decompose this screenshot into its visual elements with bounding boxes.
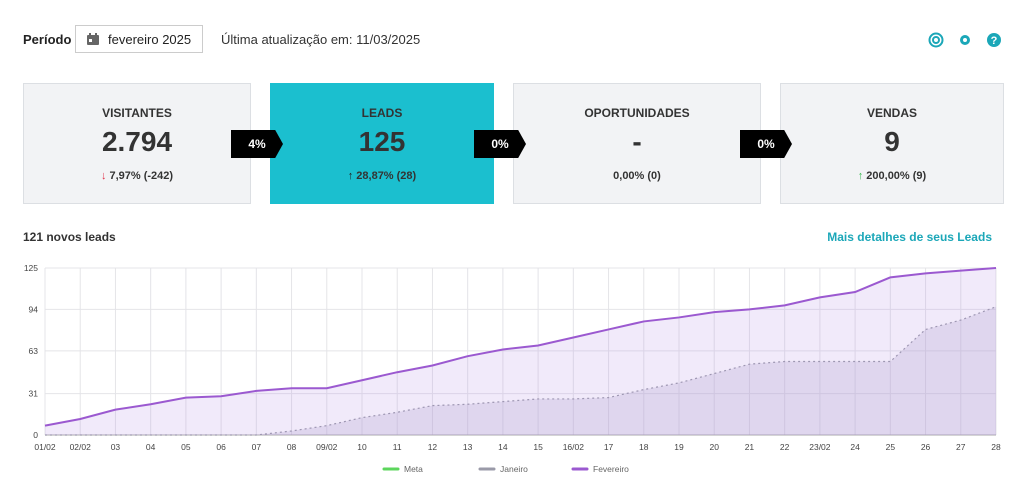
- x-tick-label: 04: [146, 442, 156, 452]
- kpi-card[interactable]: VISITANTES 2.794 ↓ 7,97% (-242): [23, 83, 251, 204]
- period-label: Período: [23, 32, 72, 47]
- y-tick-label: 125: [24, 263, 38, 273]
- svg-text:?: ?: [991, 35, 998, 47]
- kpi-title: VISITANTES: [102, 106, 172, 120]
- kpi-title: VENDAS: [866, 106, 917, 120]
- x-tick-label: 16/02: [563, 442, 585, 452]
- change-text: 200,00% (9): [866, 170, 927, 182]
- period-value: fevereiro 2025: [108, 32, 192, 47]
- kpi-card[interactable]: LEADS 125 ↑ 28,87% (28): [270, 83, 494, 204]
- series-line: [44, 267, 997, 427]
- y-tick-label: 94: [29, 304, 39, 314]
- kpi-title: OPORTUNIDADES: [584, 106, 690, 120]
- trend-arrow: ↓: [100, 170, 107, 182]
- toolbar-icons: ?: [928, 32, 1001, 48]
- kpi-card[interactable]: OPORTUNIDADES - 0,00% (0): [513, 83, 761, 204]
- x-tick-label: 26: [921, 442, 931, 452]
- trend-arrow: ↑: [347, 170, 354, 182]
- kpi-change: ↑ 200,00% (9): [781, 170, 1003, 182]
- x-tick-label: 01/02: [34, 442, 56, 452]
- x-tick-label: 09/02: [316, 442, 338, 452]
- settings-icon[interactable]: [960, 35, 970, 45]
- change-text: 7,97% (-242): [109, 170, 174, 182]
- chart-title: 121 novos leads: [23, 230, 116, 244]
- x-tick-label: 08: [287, 442, 297, 452]
- area-fill: [45, 306, 996, 435]
- chart: 121 novos leads Mais detalhes de seus Lea…: [23, 230, 1001, 474]
- kpi-change: ↑ 28,87% (28): [271, 170, 493, 182]
- trend-arrow: ↑: [857, 170, 864, 182]
- x-tick-label: 22: [780, 442, 790, 452]
- x-tick-label: 28: [991, 442, 1001, 452]
- kpi-change: 0,00% (0): [514, 170, 760, 182]
- y-tick-label: 63: [29, 346, 39, 356]
- help-icon[interactable]: ?: [987, 33, 1001, 47]
- conversion-badge: 0%: [740, 130, 792, 158]
- change-text: 28,87% (28): [356, 170, 417, 182]
- kpi-value: 125: [358, 126, 406, 157]
- x-tick-label: 12: [428, 442, 438, 452]
- calendar-icon: [87, 33, 99, 45]
- conversion-badge: 4%: [231, 130, 283, 158]
- updated-text: Última atualização em: 11/03/2025: [221, 32, 421, 47]
- kpi-title: LEADS: [361, 106, 403, 120]
- x-tick-label: 18: [639, 442, 649, 452]
- x-tick-label: 06: [216, 442, 226, 452]
- x-tick-label: 25: [886, 442, 896, 452]
- x-tick-label: 19: [674, 442, 684, 452]
- x-tick-label: 07: [252, 442, 262, 452]
- area-fill: [45, 268, 996, 435]
- x-tick-label: 14: [498, 442, 508, 452]
- x-tick-label: 03: [111, 442, 121, 452]
- x-tick-label: 13: [463, 442, 473, 452]
- x-tick-label: 27: [956, 442, 966, 452]
- x-tick-label: 02/02: [70, 442, 92, 452]
- details-link[interactable]: Mais detalhes de seus Leads: [827, 230, 992, 244]
- kpi-value: -: [632, 126, 642, 157]
- x-tick-label: 20: [709, 442, 719, 452]
- y-tick-label: 31: [29, 389, 39, 399]
- change-text: 0,00% (0): [613, 170, 661, 182]
- x-tick-label: 17: [604, 442, 614, 452]
- x-tick-label: 23/02: [809, 442, 831, 452]
- legend-label: Meta: [404, 464, 423, 474]
- legend-label: Janeiro: [500, 464, 528, 474]
- x-tick-label: 10: [357, 442, 367, 452]
- x-tick-label: 24: [850, 442, 860, 452]
- kpi-value: 2.794: [101, 126, 173, 157]
- legend-label: Fevereiro: [593, 464, 629, 474]
- x-tick-label: 15: [533, 442, 543, 452]
- period-picker[interactable]: fevereiro 2025: [75, 25, 203, 53]
- x-tick-label: 21: [745, 442, 755, 452]
- conversion-badge: 0%: [474, 130, 526, 158]
- y-tick-label: 0: [33, 430, 38, 440]
- kpi-card[interactable]: VENDAS 9 ↑ 200,00% (9): [780, 83, 1004, 204]
- x-tick-label: 11: [393, 442, 402, 452]
- target-icon[interactable]: [928, 32, 944, 48]
- kpi-value: 9: [884, 126, 900, 157]
- x-tick-label: 05: [181, 442, 191, 452]
- kpi-change: ↓ 7,97% (-242): [24, 170, 250, 182]
